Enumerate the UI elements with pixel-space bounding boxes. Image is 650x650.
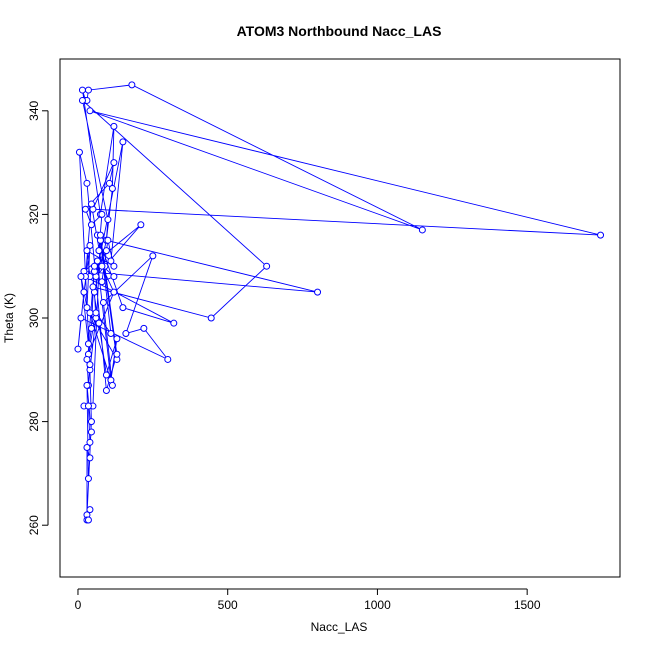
y-tick-label: 320 bbox=[27, 204, 41, 224]
data-point bbox=[98, 278, 106, 286]
data-point bbox=[83, 355, 91, 363]
data-point bbox=[110, 262, 118, 270]
y-tick-label: 280 bbox=[27, 411, 41, 431]
data-point bbox=[84, 516, 92, 524]
data-point bbox=[113, 335, 121, 343]
data-point bbox=[86, 506, 94, 514]
data-point bbox=[86, 438, 94, 446]
data-point bbox=[84, 86, 92, 94]
data-point bbox=[83, 444, 91, 451]
data-point bbox=[78, 96, 86, 104]
data-point bbox=[86, 107, 94, 115]
x-axis: 0 500 1000 1500 bbox=[75, 588, 541, 612]
data-point bbox=[95, 319, 103, 327]
data-point bbox=[80, 288, 88, 296]
data-point bbox=[170, 319, 178, 327]
data-point bbox=[164, 355, 172, 363]
data-point bbox=[77, 314, 85, 322]
x-tick-label: 500 bbox=[218, 598, 238, 612]
data-point bbox=[119, 304, 127, 312]
data-point bbox=[104, 216, 112, 224]
data-point bbox=[314, 288, 322, 296]
data-point bbox=[86, 309, 94, 317]
data-point bbox=[77, 273, 85, 281]
data-point bbox=[84, 402, 92, 410]
data-point bbox=[102, 387, 110, 395]
data-point bbox=[107, 257, 115, 265]
y-tick-label: 340 bbox=[27, 100, 41, 120]
data-point bbox=[207, 314, 215, 322]
data-point bbox=[83, 179, 91, 187]
data-point bbox=[90, 262, 98, 270]
x-tick-label: 1500 bbox=[514, 598, 541, 612]
data-point bbox=[108, 185, 116, 192]
y-axis-label: Theta (K) bbox=[2, 293, 16, 343]
data-point bbox=[86, 241, 94, 249]
data-point bbox=[149, 252, 157, 260]
data-point bbox=[74, 345, 82, 353]
data-point bbox=[78, 86, 86, 94]
data-point bbox=[86, 454, 94, 462]
data-point bbox=[128, 81, 136, 89]
data-point bbox=[98, 262, 106, 270]
data-point bbox=[122, 330, 130, 338]
data-point bbox=[137, 221, 145, 229]
x-tick-label: 1000 bbox=[364, 598, 391, 612]
data-point bbox=[92, 309, 100, 317]
y-tick-label: 300 bbox=[27, 308, 41, 328]
data-point bbox=[81, 205, 89, 213]
y-axis: 260 280 300 320 340 bbox=[27, 100, 49, 535]
data-point bbox=[110, 122, 118, 130]
data-point bbox=[84, 340, 92, 348]
data-point bbox=[110, 273, 118, 281]
data-point bbox=[418, 226, 426, 234]
data-point bbox=[98, 210, 106, 218]
data-point bbox=[87, 200, 95, 208]
chart-title: ATOM3 Northbound Nacc_LAS bbox=[237, 23, 442, 39]
data-point bbox=[87, 418, 95, 426]
data-point bbox=[102, 371, 110, 379]
data-point bbox=[84, 475, 92, 483]
data-point bbox=[86, 361, 94, 369]
data-point bbox=[89, 283, 97, 291]
x-axis-label: Nacc_LAS bbox=[311, 620, 368, 634]
data-point bbox=[87, 221, 95, 229]
data-point bbox=[83, 381, 91, 389]
data-point bbox=[96, 231, 104, 239]
data-point bbox=[110, 159, 118, 167]
data-point bbox=[263, 262, 271, 270]
x-tick-label: 0 bbox=[75, 598, 82, 612]
data-point bbox=[87, 428, 95, 436]
data-point bbox=[102, 247, 110, 255]
data-point bbox=[83, 304, 91, 312]
data-point bbox=[75, 148, 83, 156]
data-point bbox=[108, 381, 116, 389]
series-points bbox=[74, 81, 605, 524]
data-point bbox=[99, 298, 107, 306]
data-point bbox=[87, 324, 95, 332]
y-tick-label: 260 bbox=[27, 515, 41, 535]
data-point bbox=[119, 138, 127, 146]
data-point bbox=[83, 247, 91, 255]
data-point bbox=[110, 288, 118, 296]
data-point bbox=[95, 247, 103, 255]
data-point bbox=[140, 324, 148, 332]
data-point bbox=[104, 236, 112, 244]
data-point bbox=[105, 179, 113, 187]
plot-frame bbox=[59, 58, 621, 578]
data-point bbox=[597, 231, 605, 239]
data-point bbox=[113, 350, 121, 358]
data-point bbox=[93, 257, 101, 265]
data-point bbox=[107, 330, 115, 338]
